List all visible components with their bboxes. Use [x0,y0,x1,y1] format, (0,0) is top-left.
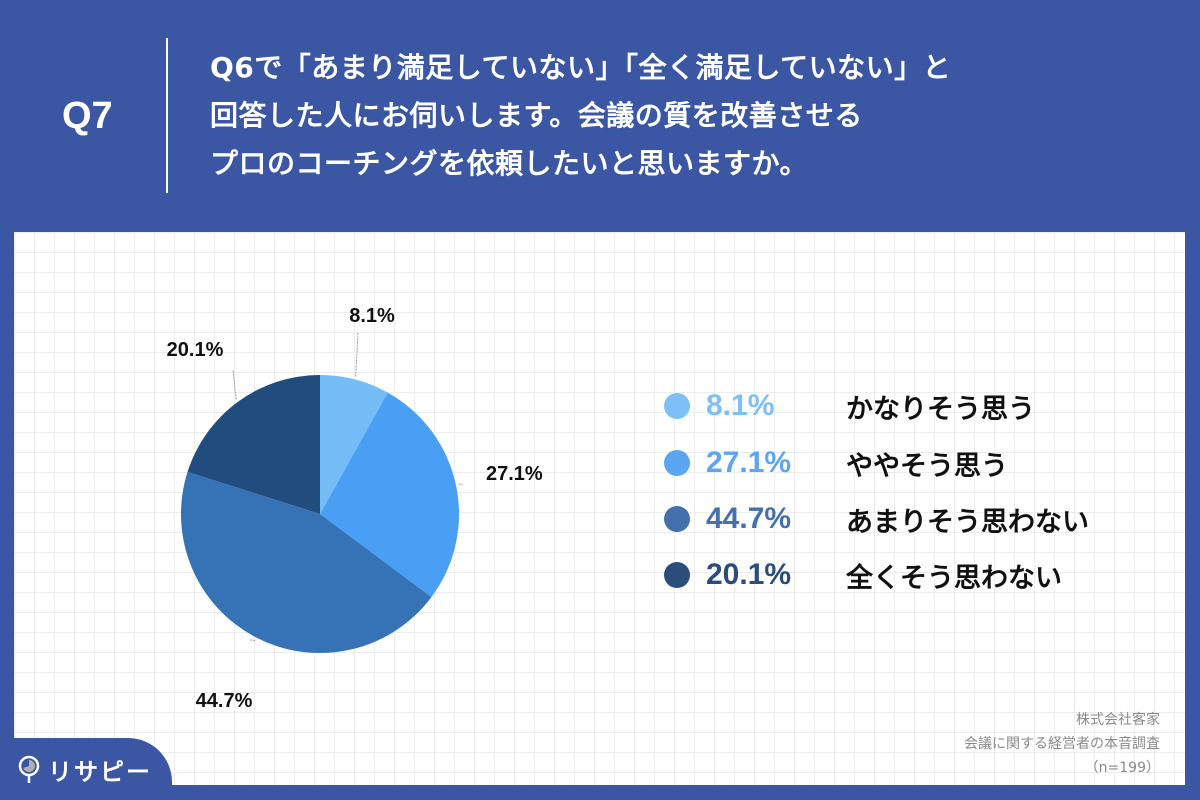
leader-line [232,369,237,400]
header-divider [166,38,168,193]
pie-slice-4 [187,375,320,514]
leader-lines [232,332,464,641]
question-number: Q7 [62,95,113,137]
legend-label: かなりそう思う [846,393,1035,425]
pie-slice-1 [320,375,388,514]
source-note: 株式会社客家 会議に関する経営者の本音調査 （n=199） [964,708,1160,780]
pie-label-3: 44.7% [196,690,253,712]
question-line-1: Q6で「あまり満足していない」「全く満足していない」と [210,51,952,84]
legend-item-1: 8.1% かなりそう思う [664,386,1035,426]
legend-pct: 44.7% [706,502,792,535]
legend-label: ややそう思う [846,450,1008,482]
pin-pie-icon [18,755,40,783]
pie-label-2: 27.1% [486,463,543,485]
brand-logo: リサピー [18,752,152,787]
legend-label: あまりそう思わない [846,506,1089,538]
legend-item-2: 27.1% ややそう思う [664,443,1008,483]
legend-item-3: 44.7% あまりそう思わない [664,499,1089,539]
legend-pct: 20.1% [706,558,792,591]
pie-slice-2 [320,392,460,598]
question-line-3: プロのコーチングを依頼したいと思いますか。 [210,147,808,180]
legend-label: 全くそう思わない [846,562,1062,594]
legend-dot-icon [664,393,690,419]
leader-line [355,332,359,377]
legend-pct: 27.1% [706,446,792,479]
survey-name: 会議に関する経営者の本音調査 [964,736,1160,752]
pie-slices [180,375,460,654]
pie-label-1: 8.1% [349,305,395,327]
legend-dot-icon [664,450,690,476]
sample-size: （n=199） [1084,760,1160,776]
company-name: 株式会社客家 [1076,712,1160,728]
question-header: Q7 Q6で「あまり満足していない」「全く満足していない」と 回答した人にお伺い… [0,0,1200,232]
legend-dot-icon [664,506,690,532]
pie-slice-3 [180,471,432,654]
legend-pct: 8.1% [706,389,775,422]
question-line-2: 回答した人にお伺いします。会議の質を改善させる [210,99,863,132]
legend-dot-icon [664,562,690,588]
question-text: Q6で「あまり満足していない」「全く満足していない」と 回答した人にお伺いします… [210,44,951,188]
legend-item-4: 20.1% 全くそう思わない [664,555,1062,595]
pie-label-4: 20.1% [167,339,224,361]
brand-name: リサピー [48,758,152,786]
